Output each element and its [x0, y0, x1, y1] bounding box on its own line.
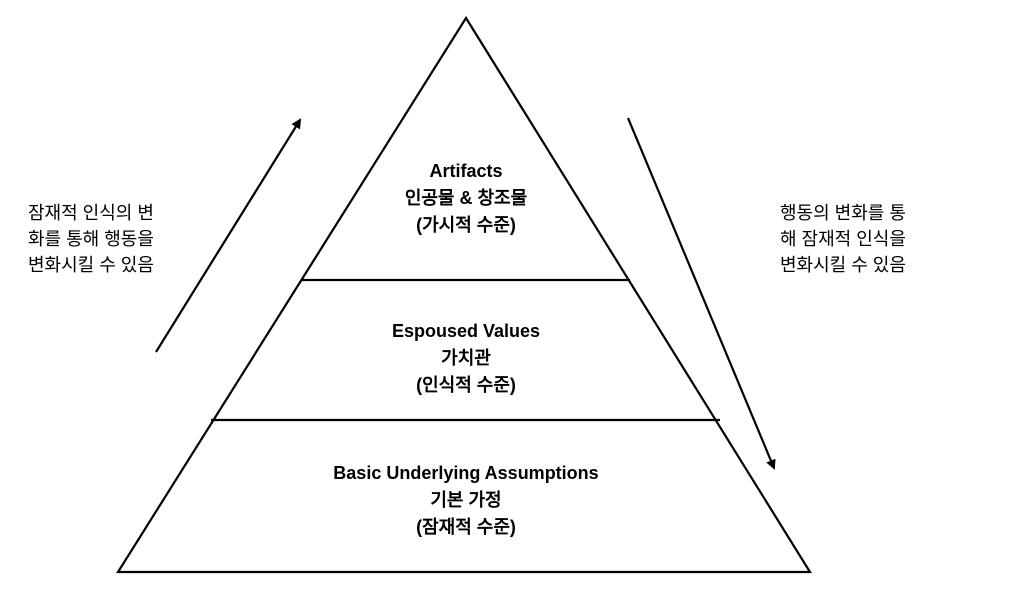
level-artifacts-sub: (가시적 수준) — [266, 212, 666, 239]
level-espoused-en: Espoused Values — [266, 318, 666, 345]
level-basic-assumptions: Basic Underlying Assumptions 기본 가정 (잠재적 … — [266, 460, 666, 541]
right-side-line1: 행동의 변화를 통 — [780, 200, 950, 226]
left-side-line1: 잠재적 인식의 변 — [28, 200, 198, 226]
level-espoused-sub: (인식적 수준) — [266, 372, 666, 399]
level-basic-en: Basic Underlying Assumptions — [266, 460, 666, 487]
level-espoused-kr: 가치관 — [266, 345, 666, 372]
level-espoused-values: Espoused Values 가치관 (인식적 수준) — [266, 318, 666, 399]
level-basic-kr: 기본 가정 — [266, 487, 666, 514]
left-side-label: 잠재적 인식의 변 화를 통해 행동을 변화시킬 수 있음 — [28, 200, 198, 278]
right-side-label: 행동의 변화를 통 해 잠재적 인식을 변화시킬 수 있음 — [780, 200, 950, 278]
left-side-line3: 변화시킬 수 있음 — [28, 252, 198, 278]
right-side-line3: 변화시킬 수 있음 — [780, 252, 950, 278]
level-artifacts: Artifacts 인공물 & 창조물 (가시적 수준) — [266, 158, 666, 239]
left-side-line2: 화를 통해 행동을 — [28, 226, 198, 252]
level-artifacts-kr: 인공물 & 창조물 — [266, 185, 666, 212]
level-artifacts-en: Artifacts — [266, 158, 666, 185]
level-basic-sub: (잠재적 수준) — [266, 514, 666, 541]
right-side-line2: 해 잠재적 인식을 — [780, 226, 950, 252]
